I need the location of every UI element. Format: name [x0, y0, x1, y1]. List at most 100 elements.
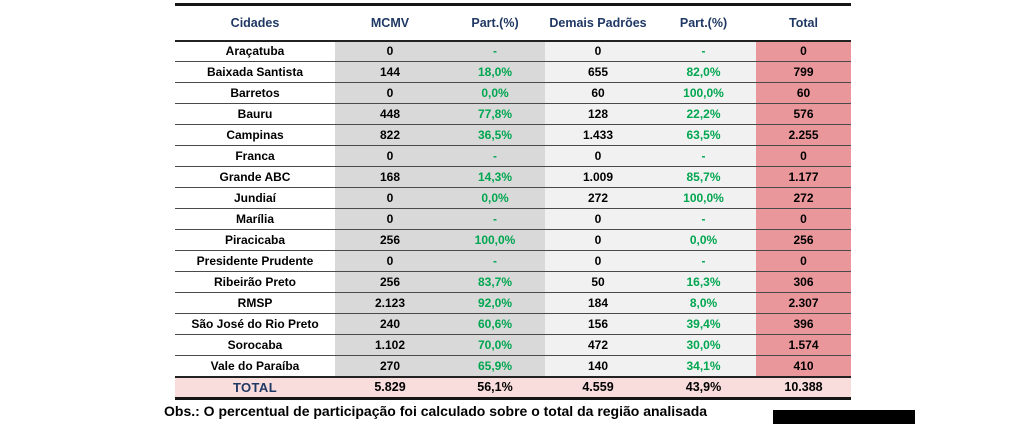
city-cell: São José do Rio Preto — [175, 313, 335, 335]
part-demais-cell: 63,5% — [651, 124, 756, 146]
part-mcmv-cell: 77,8% — [445, 103, 545, 125]
demais-cell: 1.433 — [545, 124, 651, 146]
part-mcmv-cell: - — [445, 208, 545, 230]
mcmv-cell: 144 — [335, 61, 445, 83]
table-row: Araçatuba 0-0-0 — [175, 40, 851, 62]
table-row: Vale do Paraíba 270 65,9% 140 34,1% 410 — [175, 355, 851, 377]
part-mcmv-cell: 18,0% — [445, 61, 545, 83]
city-cell: Presidente Prudente — [175, 250, 335, 272]
table-row: Franca 0-0-0 — [175, 145, 851, 167]
part-mcmv-cell: 36,5% — [445, 124, 545, 146]
part-mcmv-cell: 14,3% — [445, 166, 545, 188]
demais-cell: 0 — [545, 229, 651, 251]
part-mcmv-cell: 83,7% — [445, 271, 545, 293]
part-demais-cell: 30,0% — [651, 334, 756, 356]
mcmv-cell: 256 — [335, 271, 445, 293]
demais-cell: 60 — [545, 82, 651, 104]
demais-cell: 0 — [545, 208, 651, 230]
demais-cell: 140 — [545, 355, 651, 377]
total-cell: 0 — [756, 40, 851, 62]
total-mcmv-cell: 5.829 — [335, 375, 445, 400]
demais-cell: 0 — [545, 40, 651, 62]
table-row: Grande ABC 168 14,3% 1.009 85,7% 1.177 — [175, 166, 851, 188]
total-cell: 396 — [756, 313, 851, 335]
demais-cell: 184 — [545, 292, 651, 314]
city-cell: Araçatuba — [175, 40, 335, 62]
mcmv-cell: 0 — [335, 250, 445, 272]
part-demais-cell: - — [651, 40, 756, 62]
part-mcmv-cell: - — [445, 145, 545, 167]
city-cell: Baixada Santista — [175, 61, 335, 83]
part-demais-cell: 0,0% — [651, 229, 756, 251]
demais-cell: 472 — [545, 334, 651, 356]
mcmv-cell: 0 — [335, 145, 445, 167]
column-header-total: Total — [756, 4, 851, 42]
total-cell: 60 — [756, 82, 851, 104]
mcmv-cell: 0 — [335, 40, 445, 62]
table-row: Piracicaba 256 100,0% 0 0,0% 256 — [175, 229, 851, 251]
part-demais-cell: 8,0% — [651, 292, 756, 314]
city-cell: Bauru — [175, 103, 335, 125]
part-mcmv-cell: 65,9% — [445, 355, 545, 377]
mcmv-cell: 448 — [335, 103, 445, 125]
header-row: Cidades MCMV Part.(%) Demais Padrões Par… — [175, 4, 851, 42]
mcmv-cell: 1.102 — [335, 334, 445, 356]
total-cell: 2.307 — [756, 292, 851, 314]
part-mcmv-cell: 100,0% — [445, 229, 545, 251]
mcmv-cell: 168 — [335, 166, 445, 188]
part-demais-cell: 39,4% — [651, 313, 756, 335]
column-header-cidades: Cidades — [175, 4, 335, 42]
city-cell: Franca — [175, 145, 335, 167]
part-demais-cell: 100,0% — [651, 82, 756, 104]
city-cell: Barretos — [175, 82, 335, 104]
part-demais-cell: 100,0% — [651, 187, 756, 209]
city-cell: Piracicaba — [175, 229, 335, 251]
total-total-cell: 10.388 — [756, 375, 851, 400]
city-cell: Grande ABC — [175, 166, 335, 188]
redaction-bar — [773, 410, 915, 424]
column-header-part-mcmv: Part.(%) — [445, 4, 545, 42]
part-mcmv-cell: 0,0% — [445, 82, 545, 104]
table-body: Araçatuba 0-0-0 Baixada Santista 144 18,0% 65… — [175, 40, 851, 377]
column-header-demais-padroes: Demais Padrões — [545, 4, 651, 42]
mcmv-cell: 256 — [335, 229, 445, 251]
part-demais-cell: - — [651, 208, 756, 230]
part-mcmv-cell: - — [445, 40, 545, 62]
part-mcmv-cell: 70,0% — [445, 334, 545, 356]
city-cell: Campinas — [175, 124, 335, 146]
part-mcmv-cell: 0,0% — [445, 187, 545, 209]
total-cell: 1.177 — [756, 166, 851, 188]
city-cell: Vale do Paraíba — [175, 355, 335, 377]
total-demais-cell: 4.559 — [545, 375, 651, 400]
total-row-label: TOTAL — [175, 375, 335, 400]
total-cell: 799 — [756, 61, 851, 83]
column-header-part-demais: Part.(%) — [651, 4, 756, 42]
footnote: Obs.: O percentual de participação foi c… — [164, 403, 708, 419]
total-row: TOTAL 5.829 56,1% 4.559 43,9% 10.388 — [175, 375, 851, 400]
table-row: Baixada Santista 144 18,0% 655 82,0% 799 — [175, 61, 851, 83]
demais-cell: 1.009 — [545, 166, 651, 188]
demais-cell: 128 — [545, 103, 651, 125]
part-demais-cell: 85,7% — [651, 166, 756, 188]
mcmv-cell: 240 — [335, 313, 445, 335]
total-cell: 410 — [756, 355, 851, 377]
part-demais-cell: 82,0% — [651, 61, 756, 83]
mcmv-cell: 270 — [335, 355, 445, 377]
table-row: RMSP 2.123 92,0% 184 8,0% 2.307 — [175, 292, 851, 314]
total-part-mcmv-cell: 56,1% — [445, 375, 545, 400]
part-mcmv-cell: 92,0% — [445, 292, 545, 314]
demais-cell: 0 — [545, 250, 651, 272]
city-cell: Sorocaba — [175, 334, 335, 356]
demais-cell: 0 — [545, 145, 651, 167]
total-cell: 272 — [756, 187, 851, 209]
table-row: Barretos 0 0,0% 60 100,0% 60 — [175, 82, 851, 104]
mcmv-cell: 2.123 — [335, 292, 445, 314]
city-cell: Marília — [175, 208, 335, 230]
data-table: Cidades MCMV Part.(%) Demais Padrões Par… — [175, 3, 851, 400]
total-cell: 256 — [756, 229, 851, 251]
total-cell: 306 — [756, 271, 851, 293]
demais-cell: 272 — [545, 187, 651, 209]
city-cell: Jundiaí — [175, 187, 335, 209]
mcmv-cell: 0 — [335, 187, 445, 209]
total-cell: 2.255 — [756, 124, 851, 146]
